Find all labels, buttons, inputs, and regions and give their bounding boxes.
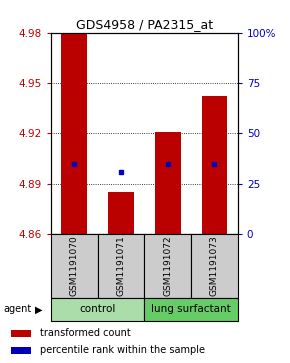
Title: GDS4958 / PA2315_at: GDS4958 / PA2315_at: [76, 19, 213, 32]
Bar: [51, 234, 97, 298]
Bar: [144, 298, 238, 321]
Bar: [144, 234, 191, 298]
Text: control: control: [79, 305, 116, 314]
Text: ▶: ▶: [35, 305, 43, 314]
Text: GSM1191071: GSM1191071: [116, 236, 125, 296]
Bar: [11, 330, 31, 337]
Text: percentile rank within the sample: percentile rank within the sample: [40, 344, 205, 355]
Bar: [61, 33, 87, 234]
Text: lung surfactant: lung surfactant: [151, 305, 231, 314]
Text: GSM1191073: GSM1191073: [210, 236, 219, 296]
Bar: [97, 234, 144, 298]
Bar: [191, 234, 238, 298]
Text: transformed count: transformed count: [40, 328, 130, 338]
Text: agent: agent: [3, 305, 31, 314]
Bar: [202, 97, 227, 234]
Bar: [51, 298, 144, 321]
Bar: [108, 192, 134, 234]
Bar: [155, 132, 180, 234]
Text: GSM1191070: GSM1191070: [70, 236, 79, 296]
Bar: [11, 347, 31, 354]
Text: GSM1191072: GSM1191072: [163, 236, 172, 296]
